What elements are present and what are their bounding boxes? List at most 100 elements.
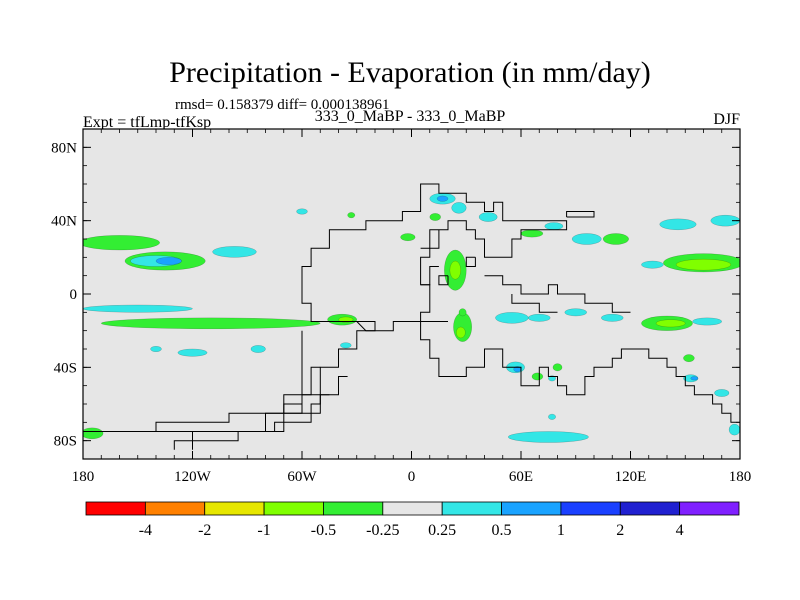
anomaly-patch-26 [659, 218, 697, 231]
anomaly-patch-35 [458, 308, 467, 317]
coastline-9 [465, 256, 476, 267]
anomaly-patch-22 [520, 229, 544, 238]
anomaly-patch-5 [83, 304, 193, 313]
chart-title: Precipitation - Evaporation (in mm/day) [169, 56, 651, 89]
anomaly-patch-48 [683, 354, 695, 363]
coastline-0 [83, 183, 740, 432]
anomaly-patch-12 [340, 342, 352, 349]
anomaly-patch-15 [347, 212, 356, 219]
x-tick-label: 0 [408, 469, 416, 485]
anomaly-patch-11 [250, 345, 266, 353]
coastline-6 [420, 229, 440, 249]
coastline-7 [420, 266, 439, 286]
colorbar-label: 2 [616, 522, 624, 539]
colorbar: -4 -2 -1 -0.5 -0.25 0.25 0.5 1 2 4 [85, 501, 740, 539]
anomaly-patch-16 [400, 233, 416, 242]
anomaly-patch-10 [177, 348, 208, 357]
colorbar-box-5 [382, 501, 443, 516]
coastline-8 [438, 275, 449, 286]
coastlines [83, 183, 740, 450]
anomaly-patch-52 [728, 423, 740, 436]
colorbar-label: -2 [198, 522, 211, 539]
anomaly-patch-21 [478, 212, 498, 222]
colorbar-box-7 [501, 501, 562, 516]
colorbar-label: 0.25 [428, 522, 456, 539]
anomaly-patch-9 [150, 346, 162, 352]
anomaly-patch-46 [552, 363, 563, 372]
anomaly-patch-53 [508, 431, 589, 443]
anomaly-patch-6 [101, 317, 321, 330]
stats-label: rmsd= 0.158379 diff= 0.000138961 [175, 97, 390, 113]
anomaly-patch-50 [690, 376, 699, 381]
anomaly-patch-38 [564, 308, 587, 317]
x-tick-label: 180 [729, 469, 752, 485]
colorbar-label: -0.25 [366, 522, 399, 539]
plot-background [83, 129, 740, 459]
y-axis-ticks: 80N 40N 0 40S 80S [51, 128, 740, 460]
anomaly-patch-34 [456, 326, 466, 339]
anomaly-patch-42 [692, 317, 722, 326]
anomaly-patch-36 [495, 312, 529, 324]
colorbar-box-2 [204, 501, 265, 516]
anomaly-patch-3 [155, 257, 182, 265]
anomaly-patch-17 [429, 213, 441, 221]
anomaly-patch-0 [83, 235, 160, 251]
anomaly-patch-13 [83, 427, 104, 440]
anomaly-patches [83, 192, 740, 443]
anomaly-patch-41 [655, 319, 686, 328]
anomaly-patch-23 [544, 222, 564, 231]
anomaly-patch-32 [449, 260, 461, 280]
anomaly-patch-25 [602, 233, 629, 245]
anomaly-patch-19 [436, 195, 449, 202]
x-tick-label: 180 [72, 469, 95, 485]
colorbar-box-3 [263, 501, 324, 516]
y-tick-label: 40S [54, 360, 77, 376]
anomaly-patch-14 [296, 208, 308, 215]
coastline-11 [511, 294, 558, 313]
y-tick-label: 80S [54, 434, 77, 450]
plot-area: 180 120W 60W 0 60E 120E 180 80N 40N 0 40S 80S [51, 128, 752, 485]
coastline-2 [155, 330, 303, 432]
coastline-12 [566, 211, 595, 218]
anomaly-patch-51 [714, 389, 730, 397]
coastline-5 [192, 376, 348, 450]
x-tick-label: 120W [174, 469, 212, 485]
coastline-3 [283, 366, 321, 414]
experiment-label: Expt = tfLmp-tfKsp [83, 114, 211, 131]
colorbar-label: 1 [557, 522, 565, 539]
colorbar-box-10 [679, 501, 740, 516]
anomaly-patch-29 [675, 258, 732, 271]
comparison-label: 333_0_MaBP - 333_0_MaBP [315, 108, 506, 125]
y-tick-label: 40N [51, 214, 77, 230]
x-tick-label: 120E [615, 469, 647, 485]
anomaly-patch-45 [531, 372, 544, 381]
colorbar-label: 0.5 [492, 522, 512, 539]
coastline-1 [356, 321, 448, 332]
anomaly-patch-30 [641, 260, 664, 269]
colorbar-box-6 [441, 501, 502, 516]
x-tick-label: 60W [287, 469, 317, 485]
anomaly-patch-24 [571, 233, 602, 245]
x-axis-ticks: 180 120W 60W 0 60E 120E 180 [72, 129, 752, 485]
colorbar-box-4 [323, 501, 384, 516]
colorbar-box-0 [85, 501, 146, 516]
y-tick-label: 0 [70, 287, 78, 303]
anomaly-patch-54 [548, 413, 556, 420]
colorbar-label: -4 [139, 522, 152, 539]
colorbar-box-8 [560, 501, 621, 516]
colorbar-label: -1 [257, 522, 270, 539]
anomaly-patch-27 [710, 214, 740, 227]
colorbar-box-1 [144, 501, 206, 516]
season-label: DJF [713, 111, 740, 128]
colorbar-box-9 [619, 501, 681, 516]
y-tick-label: 80N [51, 140, 77, 156]
anomaly-patch-39 [601, 313, 624, 322]
x-tick-label: 60E [509, 469, 533, 485]
colorbar-label: 4 [676, 522, 684, 539]
anomaly-patch-37 [528, 313, 551, 322]
anomaly-patch-4 [212, 246, 257, 258]
anomaly-patch-20 [451, 202, 467, 214]
coastline-10 [484, 275, 631, 313]
colorbar-label: -0.5 [311, 522, 336, 539]
